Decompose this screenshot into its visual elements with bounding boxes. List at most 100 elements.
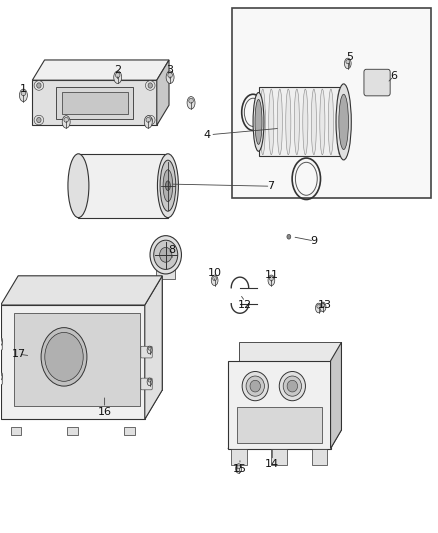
Ellipse shape: [64, 117, 68, 122]
Polygon shape: [228, 361, 331, 449]
Ellipse shape: [344, 58, 351, 69]
Bar: [232, 8, 431, 198]
Ellipse shape: [148, 117, 152, 123]
Text: 8: 8: [169, 245, 176, 255]
Text: 6: 6: [390, 71, 397, 81]
Ellipse shape: [253, 93, 264, 151]
Ellipse shape: [144, 116, 152, 128]
Ellipse shape: [34, 115, 44, 125]
Ellipse shape: [187, 96, 195, 109]
Ellipse shape: [286, 89, 291, 155]
Ellipse shape: [62, 116, 70, 128]
Ellipse shape: [320, 89, 325, 155]
Bar: [57, 86, 133, 119]
Ellipse shape: [148, 347, 151, 350]
Ellipse shape: [315, 303, 321, 313]
Bar: [124, 427, 135, 435]
Ellipse shape: [0, 373, 2, 381]
Polygon shape: [228, 430, 342, 449]
Ellipse shape: [250, 380, 261, 392]
Ellipse shape: [189, 98, 193, 103]
Ellipse shape: [268, 275, 275, 286]
Text: 10: 10: [208, 268, 222, 278]
Ellipse shape: [147, 346, 152, 354]
Ellipse shape: [0, 374, 1, 377]
Ellipse shape: [19, 89, 27, 102]
Ellipse shape: [320, 302, 326, 312]
Ellipse shape: [337, 89, 342, 155]
Text: 16: 16: [98, 407, 112, 417]
Ellipse shape: [166, 181, 170, 190]
Bar: [67, 427, 78, 435]
Ellipse shape: [68, 154, 89, 217]
Bar: [62, 92, 127, 114]
Ellipse shape: [311, 89, 316, 155]
Ellipse shape: [159, 247, 172, 262]
Polygon shape: [237, 407, 322, 443]
Polygon shape: [145, 276, 162, 419]
Ellipse shape: [346, 60, 350, 64]
Ellipse shape: [303, 89, 308, 155]
Ellipse shape: [148, 83, 152, 88]
Ellipse shape: [34, 80, 44, 90]
Ellipse shape: [287, 235, 291, 239]
FancyBboxPatch shape: [141, 378, 152, 390]
Ellipse shape: [294, 89, 300, 155]
FancyBboxPatch shape: [141, 346, 152, 358]
Ellipse shape: [114, 71, 122, 84]
Ellipse shape: [317, 304, 320, 308]
Bar: [231, 449, 247, 465]
Ellipse shape: [236, 464, 242, 473]
Polygon shape: [32, 60, 169, 80]
Ellipse shape: [246, 376, 265, 396]
Ellipse shape: [147, 378, 152, 386]
Ellipse shape: [145, 115, 155, 125]
Ellipse shape: [269, 277, 273, 280]
Ellipse shape: [168, 72, 173, 78]
Polygon shape: [18, 276, 162, 390]
Polygon shape: [258, 87, 344, 157]
Ellipse shape: [37, 117, 41, 123]
Ellipse shape: [21, 91, 26, 95]
Ellipse shape: [260, 89, 265, 155]
Ellipse shape: [283, 376, 301, 396]
Ellipse shape: [41, 328, 87, 386]
Text: 9: 9: [311, 236, 318, 246]
FancyBboxPatch shape: [364, 69, 390, 96]
Polygon shape: [78, 154, 168, 217]
Text: 1: 1: [20, 84, 27, 94]
Ellipse shape: [0, 339, 1, 342]
Text: 13: 13: [318, 300, 332, 310]
Polygon shape: [1, 305, 145, 419]
Text: 7: 7: [267, 181, 274, 191]
Ellipse shape: [237, 465, 240, 469]
Ellipse shape: [277, 89, 283, 155]
Polygon shape: [156, 248, 175, 279]
Ellipse shape: [255, 100, 262, 144]
Ellipse shape: [146, 117, 151, 122]
Polygon shape: [331, 342, 342, 449]
FancyBboxPatch shape: [0, 373, 3, 384]
Polygon shape: [157, 60, 169, 125]
Text: 14: 14: [265, 459, 279, 469]
Ellipse shape: [279, 372, 305, 401]
Ellipse shape: [269, 89, 274, 155]
Text: 11: 11: [265, 270, 279, 280]
Ellipse shape: [145, 80, 155, 90]
Bar: [312, 449, 328, 465]
FancyBboxPatch shape: [0, 338, 3, 350]
Text: 15: 15: [233, 464, 247, 473]
Text: 17: 17: [12, 349, 26, 359]
Polygon shape: [32, 80, 157, 125]
Polygon shape: [14, 313, 140, 406]
Ellipse shape: [166, 71, 174, 84]
Text: 5: 5: [346, 52, 353, 61]
Ellipse shape: [328, 89, 333, 155]
Ellipse shape: [211, 275, 218, 286]
Ellipse shape: [154, 240, 178, 269]
Ellipse shape: [150, 236, 181, 274]
Ellipse shape: [116, 72, 120, 78]
Ellipse shape: [287, 380, 297, 392]
Polygon shape: [239, 342, 342, 430]
Text: 3: 3: [166, 65, 173, 75]
